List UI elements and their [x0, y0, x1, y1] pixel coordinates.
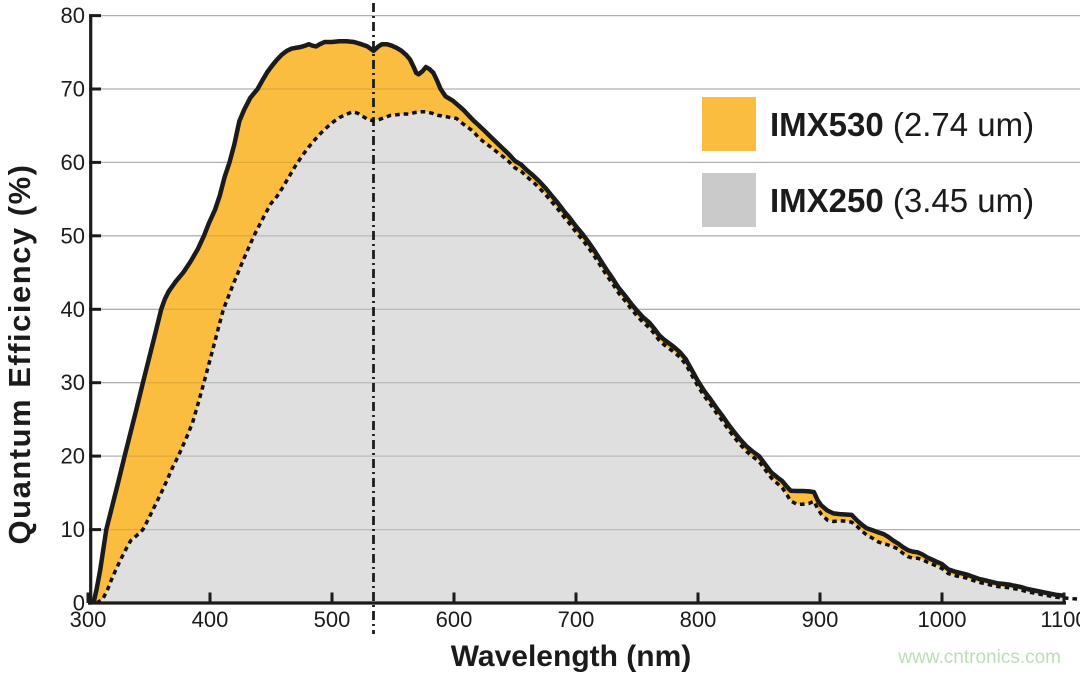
- svg-text:10: 10: [61, 517, 85, 542]
- svg-text:www.cntronics.com: www.cntronics.com: [897, 647, 1061, 668]
- svg-text:30: 30: [61, 370, 85, 395]
- svg-text:50: 50: [61, 223, 85, 248]
- svg-text:800: 800: [680, 607, 717, 632]
- svg-text:70: 70: [61, 77, 85, 102]
- svg-text:IMX530 (2.74 um): IMX530 (2.74 um): [770, 106, 1034, 143]
- svg-text:1100: 1100: [1040, 607, 1080, 632]
- svg-text:0: 0: [73, 591, 85, 616]
- svg-text:900: 900: [802, 607, 839, 632]
- svg-text:60: 60: [61, 150, 85, 175]
- svg-text:1000: 1000: [918, 607, 967, 632]
- svg-text:20: 20: [61, 444, 85, 469]
- svg-text:600: 600: [436, 607, 473, 632]
- svg-text:40: 40: [61, 297, 85, 322]
- svg-text:Quantum Efficiency (%): Quantum Efficiency (%): [2, 164, 37, 545]
- svg-text:IMX250 (3.45 um): IMX250 (3.45 um): [770, 182, 1034, 219]
- svg-text:700: 700: [558, 607, 595, 632]
- svg-text:Wavelength (nm): Wavelength (nm): [451, 640, 692, 673]
- svg-text:400: 400: [192, 607, 229, 632]
- svg-text:300: 300: [70, 607, 107, 632]
- svg-text:500: 500: [314, 607, 351, 632]
- svg-text:80: 80: [61, 3, 85, 28]
